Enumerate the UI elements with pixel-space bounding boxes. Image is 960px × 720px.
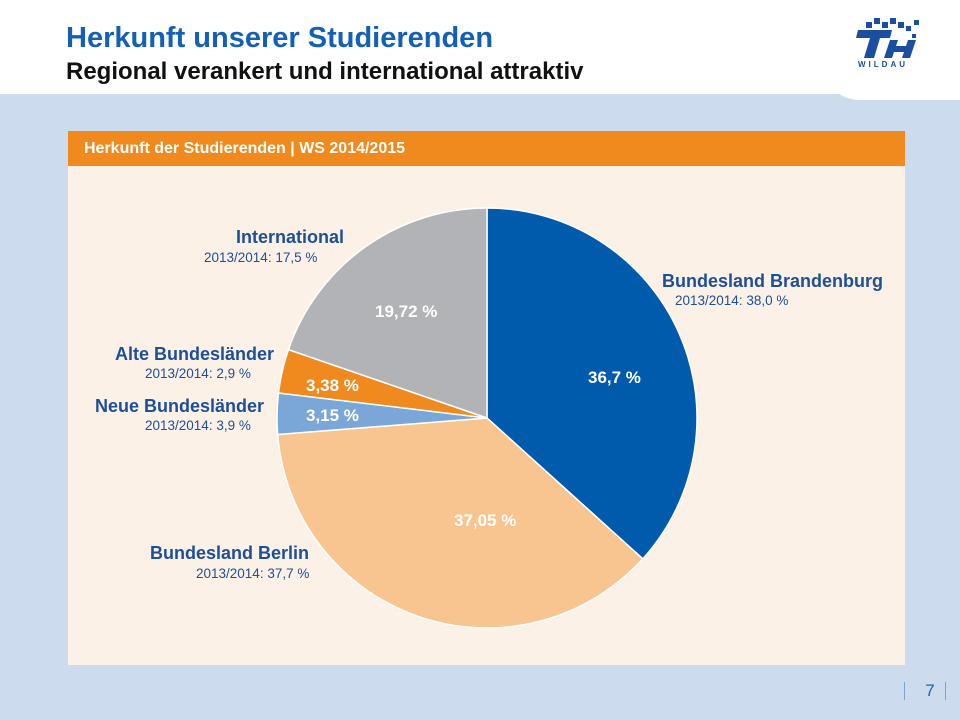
pie-slice-brandenburg <box>486 207 698 560</box>
previous-label-international: 2013/2014: 17,5 % <box>204 250 317 265</box>
value-label-international: 19,72 % <box>375 302 437 321</box>
previous-label-brandenburg: 2013/2014: 38,0 % <box>675 293 788 308</box>
category-label-alte: Alte Bundesländer <box>115 344 274 364</box>
previous-label-berlin: 2013/2014: 37,7 % <box>196 566 309 581</box>
chart-title-bar: Herkunft der Studierenden | WS 2014/2015 <box>68 131 905 166</box>
previous-label-neue: 2013/2014: 3,9 % <box>145 418 251 433</box>
page-number: 7 <box>904 680 956 702</box>
chart-title: Herkunft der Studierenden | WS 2014/2015 <box>84 140 406 157</box>
slide-title: Herkunft unserer Studierenden <box>66 22 494 54</box>
chart-panel: Herkunft der Studierenden | WS 2014/2015… <box>68 131 905 665</box>
pie-slice-berlin <box>276 417 644 629</box>
previous-label-alte: 2013/2014: 2,9 % <box>145 366 251 381</box>
value-label-brandenburg: 36,7 % <box>588 368 641 387</box>
value-label-berlin: 37,05 % <box>454 511 516 530</box>
value-label-neue: 3,15 % <box>306 406 359 425</box>
th-wildau-logo <box>856 18 919 58</box>
logo-text: WILDAU <box>858 60 908 69</box>
header-curve <box>820 60 960 100</box>
category-label-brandenburg: Bundesland Brandenburg <box>662 271 883 291</box>
category-label-international: International <box>236 227 344 247</box>
value-label-alte: 3,38 % <box>306 376 359 395</box>
pie-chart: 36,7 % Bundesland Brandenburg 2013/2014: 3… <box>95 207 883 629</box>
pie-slice-international <box>287 207 488 420</box>
category-label-berlin: Bundesland Berlin <box>150 543 309 563</box>
slide-subtitle: Regional verankert und international att… <box>66 58 584 85</box>
category-label-neue: Neue Bundesländer <box>95 396 264 416</box>
slide-header <box>0 0 960 94</box>
